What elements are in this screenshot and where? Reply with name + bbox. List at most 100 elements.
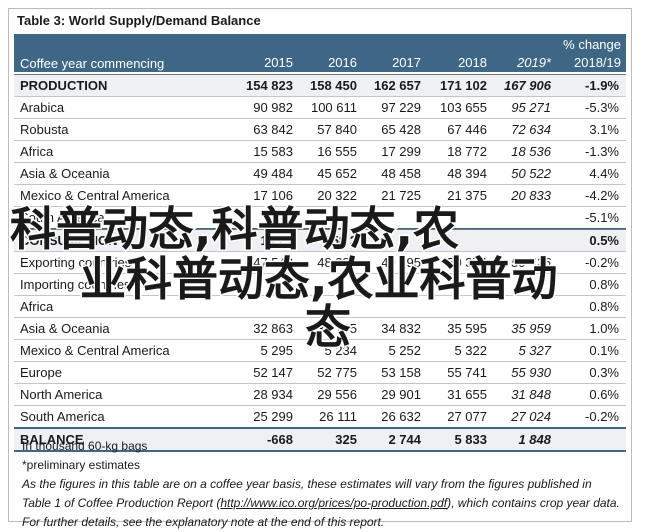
row-value-2017: 17 299 [381,144,421,159]
header-year-2016: 2016 [328,55,357,70]
row-value-2015: 5 295 [260,343,293,358]
row-value-2019: 1 848 [518,432,551,447]
row-value-2016: 100 611 [310,100,357,115]
row-change: -1.3% [585,144,619,159]
row-label: Mexico & Central America [20,343,170,358]
row-value-2019: 27 024 [511,409,551,424]
row-label: Asia & Oceania [20,166,110,181]
row-change: 3.1% [589,122,619,137]
row-label: Europe [20,365,62,380]
row-value-2016: 20 322 [317,188,357,203]
table-row: Asia & Oceania 32 863 33 705 34 832 35 595 35… [14,318,626,340]
row-value-2015: 15 583 [253,144,293,159]
row-value-2018: 27 077 [447,409,487,424]
row-value-2016: 45 652 [317,166,357,181]
row-change: 0.8% [589,277,619,292]
row-value-2016: 158 2 [324,233,357,248]
row-value-2019: 72 634 [511,122,551,137]
header-year-2019: 2019* [517,55,551,70]
row-label: Africa [20,144,54,159]
row-value-2018: 103 655 [440,100,487,115]
table-row: Arabica 90 982 100 611 97 229 103 655 95 271 -… [14,97,626,119]
row-value-2015: 154 823 [246,78,293,93]
row-value-2016: 48 383 [317,255,357,270]
row-value-2019: 50 522 [511,166,551,181]
paragraph-end: ), which contains crop year data. For fu… [22,496,620,529]
row-label: Arabica [20,100,65,115]
row-value-2017: 65 428 [381,122,421,137]
row-value-2017: 26 632 [381,409,421,424]
row-value-2018: 171 102 [440,78,487,93]
explanatory-paragraph: As the figures in this table are on a co… [22,475,622,532]
row-value-2015: 47 548 [253,255,293,270]
table-title: Table 3: World Supply/Demand Balance [17,13,261,28]
row-label: Asia & Oceania [20,321,110,336]
row-value-2016: 158 450 [310,78,357,93]
row-value-2019: 20 833 [511,188,551,203]
row-value-2015: 25 299 [253,409,293,424]
row-value-2017: 53 158 [381,365,421,380]
row-change: 0.6% [589,387,619,402]
row-value-2015: 52 147 [253,365,293,380]
table-row: Mexico & Central America 5 295 5 234 5 252 5… [14,340,626,362]
row-value-2016: 16 555 [317,144,357,159]
row-value-2016: 57 840 [317,122,357,137]
row-change: 0.8% [589,299,619,314]
row-value-2015: 28 934 [253,387,293,402]
table-row: CONSUMPTION 155 1 158 2 0.5% [14,229,626,252]
table-row: Europe 52 147 52 775 53 158 55 741 55 930 0.3% [14,362,626,384]
row-change: -1.9% [585,78,619,93]
row-value-2017: 21 725 [381,188,421,203]
row-value-2017: 162 657 [374,78,421,93]
row-value-2015: -668 [266,432,293,447]
row-value-2018: 5 322 [454,343,487,358]
row-label: Exporting countries [20,255,132,270]
row-value-2019: 55 930 [511,365,551,380]
row-value-2015: 90 982 [253,100,293,115]
table-body: PRODUCTION 154 823 158 450 162 657 171 102 16… [14,74,626,452]
row-value-2019: 5 327 [518,343,551,358]
row-value-2018: 5 833 [454,432,487,447]
table-frame: Table 3: World Supply/Demand Balance Cof… [8,8,632,529]
table-row: Robusta 63 842 57 840 65 428 67 446 72 634 3.1… [14,119,626,141]
row-value-2015: 32 863 [253,321,293,336]
row-value-2016: 325 [335,432,357,447]
row-value-2019: 31 848 [511,387,551,402]
row-value-2017: 2 744 [388,432,421,447]
row-value-2015: 63 842 [253,122,293,137]
table-row: South America 25 299 26 111 26 632 27 077 27 … [14,406,626,428]
row-value-2016: 52 775 [317,365,357,380]
po-production-link[interactable]: http://www.ico.org/prices/po-production.… [220,496,448,510]
row-value-2018: 21 375 [447,188,487,203]
row-label: Importing countries [20,277,131,292]
header-year-2018: 2018 [458,55,487,70]
row-value-2019: 18 536 [511,144,551,159]
row-value-2017: 97 229 [381,100,421,115]
row-change: 1.0% [589,321,619,336]
header-year-2015: 2015 [264,55,293,70]
row-value-2018: 48 394 [447,166,487,181]
row-change: -0.2% [585,409,619,424]
row-value-2019: 95 271 [511,100,551,115]
row-value-2015: 155 1 [260,233,293,248]
row-value-2018: 50 374 [447,255,487,270]
row-label: Mexico & Central America [20,188,170,203]
table-row: Africa 15 583 16 555 17 299 18 772 18 536 -1.3… [14,141,626,163]
table-row: Africa 0.8% [14,296,626,318]
row-change: 0.5% [589,233,619,248]
row-label: South America [20,210,105,225]
row-label: PRODUCTION [20,78,108,93]
row-change: -4.2% [585,188,619,203]
row-change: 0.3% [589,365,619,380]
header-change-line1: % change [563,37,621,52]
row-value-2018: 67 446 [447,122,487,137]
row-change: -5.3% [585,100,619,115]
row-change: -0.2% [585,255,619,270]
row-value-2016: 33 705 [317,321,357,336]
row-value-2018: 35 595 [447,321,487,336]
row-value-2016: 29 556 [317,387,357,402]
table-header: Coffee year commencing 2015 2016 2017 20… [14,34,626,72]
row-change: 4.4% [589,166,619,181]
table-row: Mexico & Central America 17 106 20 322 21 7… [14,185,626,207]
unit-note: In thousand 60-kg bags [22,439,148,453]
